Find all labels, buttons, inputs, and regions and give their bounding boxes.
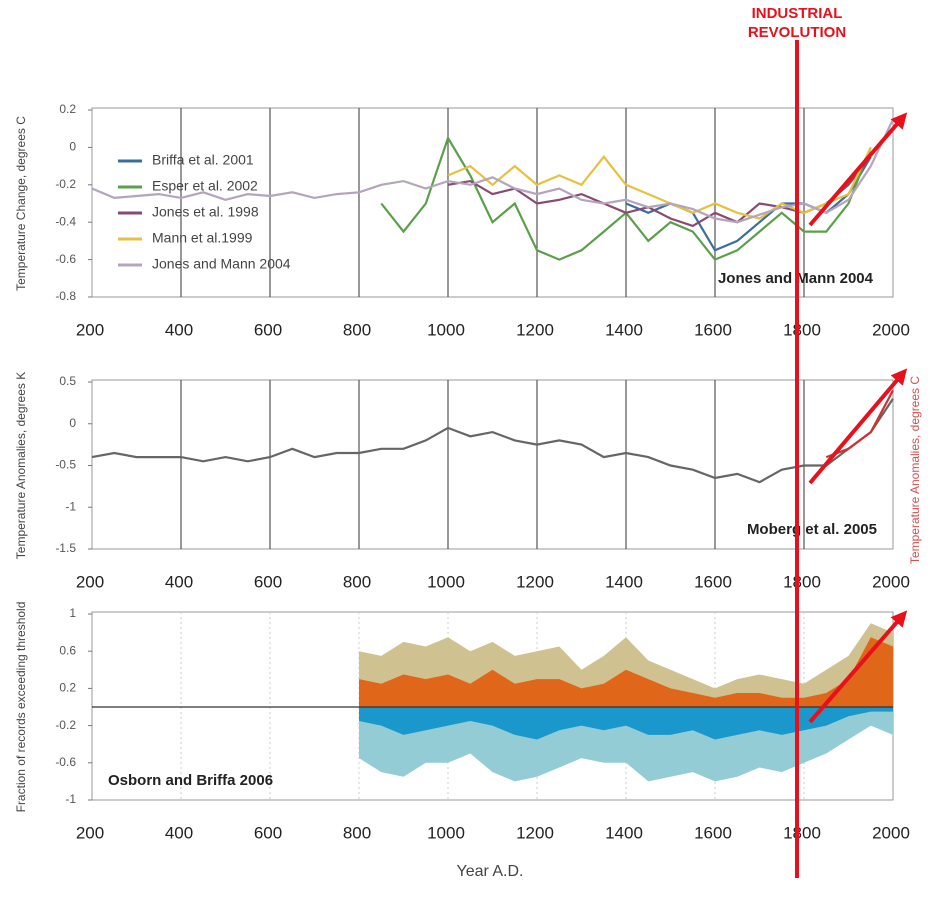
x-tick-label: 1200	[516, 572, 554, 591]
annotation: INDUSTRIAL	[752, 5, 843, 22]
x-tick-label: 2000	[872, 320, 910, 339]
x-tick-label: 1600	[694, 572, 732, 591]
y-tick-label: 0.5	[59, 374, 76, 388]
x-tick-label: 800	[343, 823, 371, 842]
y-axis-label: Temperature Change, degrees C	[14, 116, 28, 291]
x-tick-label: 800	[343, 320, 371, 339]
plot-frame	[91, 379, 894, 550]
y-tick-label: -0.6	[55, 755, 76, 769]
x-tick-label: 1800	[783, 823, 821, 842]
y-tick-label: -0.2	[55, 718, 76, 732]
legend-label: Jones and Mann 2004	[152, 256, 291, 272]
x-tick-label: 1200	[516, 320, 554, 339]
series-area	[359, 707, 893, 740]
series-area	[359, 637, 893, 707]
series-line	[91, 118, 894, 224]
x-tick-label: 400	[165, 572, 193, 591]
x-tick-label: 1200	[516, 823, 554, 842]
legend-label: Jones et al. 1998	[152, 204, 259, 220]
x-axis-label: Year A.D.	[456, 863, 523, 880]
x-tick-label: 600	[254, 320, 282, 339]
y-tick-label: 0.2	[59, 681, 76, 695]
y-tick-label: -1	[65, 499, 76, 513]
y-tick-label: -0.6	[55, 252, 76, 266]
y-tick-label: 0.2	[59, 102, 76, 116]
x-tick-label: 1600	[694, 320, 732, 339]
x-tick-label: 1800	[783, 572, 821, 591]
y-tick-label: -0.5	[55, 458, 76, 472]
legend-label: Esper et al. 2002	[152, 178, 258, 194]
x-tick-label: 1000	[427, 320, 465, 339]
series-line	[447, 146, 872, 220]
y-tick-label: 1	[69, 606, 76, 620]
arrow	[808, 368, 908, 485]
x-tick-label: 600	[254, 572, 282, 591]
y-tick-label: 0.6	[59, 643, 76, 657]
plot-frame	[91, 107, 894, 298]
x-tick-label: 400	[165, 823, 193, 842]
y-tick-label: -1	[65, 792, 76, 806]
x-tick-label: 1600	[694, 823, 732, 842]
x-tick-label: 200	[76, 823, 104, 842]
y-axis-label: Temperature Anomalies, degrees K	[14, 372, 28, 559]
x-tick-label: 600	[254, 823, 282, 842]
arrow	[808, 112, 908, 227]
y-tick-label: 0	[69, 416, 76, 430]
y2-axis-label: Temperature Anomalies, degrees C	[908, 376, 922, 564]
x-tick-label: 800	[343, 572, 371, 591]
series-line	[625, 156, 872, 252]
legend-label: Briffa et al. 2001	[152, 152, 254, 168]
x-tick-label: 200	[76, 320, 104, 339]
x-tick-label: 1400	[605, 320, 643, 339]
y-tick-label: -0.8	[55, 289, 76, 303]
annotation: Osborn and Briffa 2006	[108, 772, 273, 789]
annotation: REVOLUTION	[748, 24, 846, 41]
legend-label: Mann et al.1999	[152, 230, 253, 246]
x-tick-label: 200	[76, 572, 104, 591]
y-tick-label: -0.4	[55, 214, 76, 228]
x-tick-label: 1000	[427, 572, 465, 591]
x-tick-label: 1400	[605, 572, 643, 591]
x-tick-label: 1400	[605, 823, 643, 842]
arrow	[808, 610, 908, 724]
y-tick-label: -0.2	[55, 177, 76, 191]
x-tick-label: 1800	[783, 320, 821, 339]
y-tick-label: -1.5	[55, 541, 76, 555]
series-line	[91, 398, 894, 484]
annotation: Moberg et al. 2005	[747, 521, 877, 538]
x-tick-label: 2000	[872, 572, 910, 591]
x-tick-label: 400	[165, 320, 193, 339]
overlay: INDUSTRIAL REVOLUTION	[748, 5, 908, 878]
x-tick-label: 1000	[427, 823, 465, 842]
y-axis-label: Fraction of records exceeding threshold	[14, 602, 28, 813]
x-tick-label: 2000	[872, 823, 910, 842]
y-tick-label: 0	[69, 140, 76, 154]
series-line	[447, 156, 872, 228]
